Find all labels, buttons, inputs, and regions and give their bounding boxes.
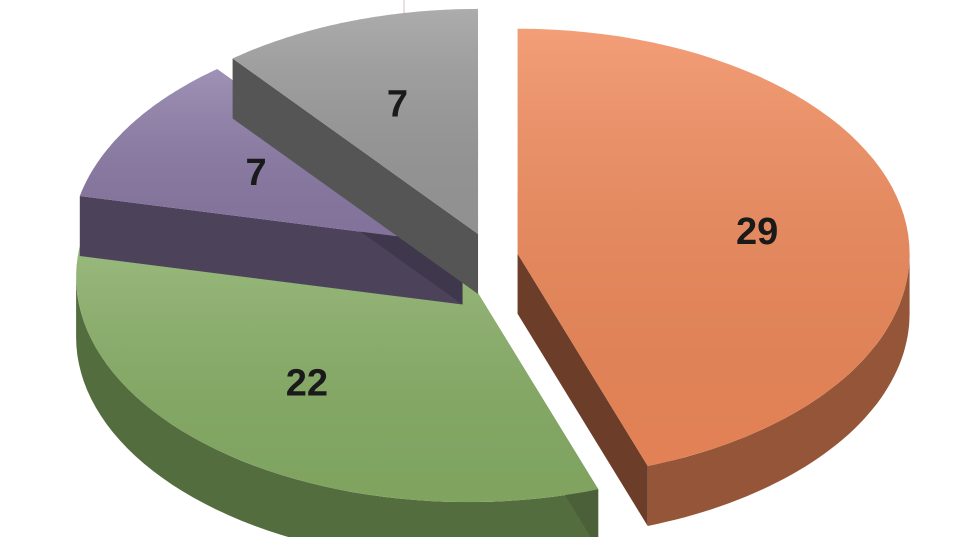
slice-outer-wall (647, 253, 910, 526)
slice-side-wall (79, 196, 463, 305)
slice-side-wall (517, 253, 648, 526)
slice-top-highlight (517, 28, 910, 466)
slice-outer-wall (76, 277, 599, 537)
pie-slice: 29 (517, 28, 910, 526)
slice-top-highlight (232, 8, 479, 234)
slice-value-label: 22 (286, 363, 328, 405)
slices-layer: 22 29 7 7 (76, 8, 910, 537)
slice-top-highlight (76, 228, 599, 503)
pie-slice: 7 (232, 8, 479, 294)
slice-value-label: 29 (736, 211, 778, 253)
pie-slice: 22 (76, 228, 599, 537)
slice-value-label: 7 (387, 83, 408, 125)
slice-value-label: 7 (246, 152, 267, 194)
slice-side-wall (232, 58, 479, 294)
